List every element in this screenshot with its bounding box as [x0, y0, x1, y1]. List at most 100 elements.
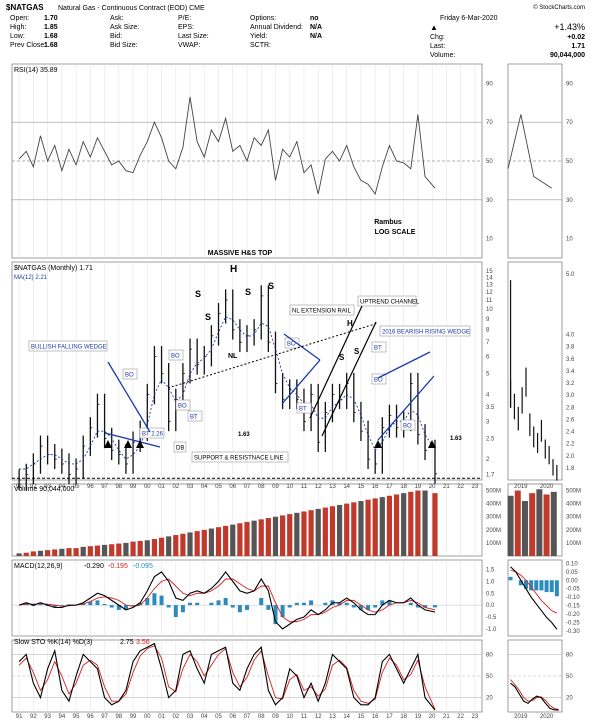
wedge-trendline	[377, 375, 435, 441]
macd-histogram-bar	[166, 605, 171, 608]
macd-histogram-bar	[180, 605, 185, 613]
side-sto-d-line	[510, 679, 559, 710]
last-value: 1.71	[571, 43, 585, 50]
x-tick-label: 06	[229, 714, 236, 720]
up-arrow-icon	[428, 440, 436, 448]
macd-histogram-bar	[159, 595, 164, 606]
up-arrow-icon	[104, 440, 112, 448]
macd-histogram-bar	[387, 600, 392, 606]
macd-histogram-bar	[209, 602, 214, 606]
volume-bar	[173, 535, 179, 556]
x-tick-label: 94	[59, 714, 66, 720]
sto-title: Slow STO %K(14) %D(3) 2.75 3.56	[14, 639, 150, 646]
price-y-tick: 12	[486, 290, 493, 296]
side-price-y-tick: 3.0	[566, 393, 575, 399]
falling-wedge-label: BULLISH FALLING WEDGE	[31, 345, 107, 351]
panel-frames: 9191929293939494959596969797989899990000…	[11, 63, 563, 720]
x-tick-label: 17	[386, 714, 393, 720]
rising-wedge-label-box	[379, 325, 471, 337]
volume-bar	[351, 502, 357, 556]
volume-bar	[401, 493, 407, 556]
quote-value: N/A	[310, 33, 322, 40]
side-macd-y-tick: -0.30	[566, 629, 580, 635]
x-tick-label: 21	[443, 484, 450, 490]
volume-y-tick: 100M	[486, 541, 501, 547]
x-tick-label: 18	[400, 714, 407, 720]
x-tick-label: 17	[386, 484, 393, 490]
x-tick-label: 08	[258, 714, 265, 720]
side-volume-bar	[536, 489, 543, 556]
uptrend-channel-label: UPTREND CHANNEL	[360, 300, 420, 306]
macd-histogram-bar	[109, 605, 114, 608]
db-label-box	[173, 441, 187, 453]
x-tick-label: 04	[201, 714, 208, 720]
volume-bar	[408, 491, 414, 556]
plot-layer: 10 10 30 30 50 50 70 70 90 90 1.7 2 2.5 3 3.5 4 5 6 7 8 9 10 1…	[12, 81, 581, 711]
volume-bar	[386, 495, 393, 556]
side-rsi-y-tick: 70	[566, 120, 573, 126]
x-tick-label: 96	[87, 714, 94, 720]
sto-y-tick: 80	[486, 652, 493, 658]
volume-bar	[130, 541, 136, 556]
macd-histogram-bar	[373, 605, 378, 608]
bo-label-box	[122, 368, 138, 380]
side-price-y-tick: 4.0	[566, 333, 575, 339]
macd-histogram-bar	[24, 603, 29, 606]
side-panel-price	[507, 261, 563, 481]
volume-bar	[329, 506, 336, 556]
volume-bar	[45, 550, 51, 556]
x-tick-label: 00	[144, 484, 151, 490]
volume-bar	[80, 546, 86, 556]
macd-histogram-bar	[216, 600, 221, 606]
rsi-y-tick: 70	[486, 120, 493, 126]
price-y-tick: 3.5	[486, 405, 495, 411]
side-volume-y-tick: 100M	[566, 541, 581, 547]
volume-label: Volume:	[430, 52, 455, 59]
volume-bar	[272, 516, 279, 556]
macd-histogram-bar	[95, 600, 100, 606]
quote-col-3: P/E: EPS: Last Size: VWAP:	[178, 15, 209, 49]
copyright: © StockCharts.com	[533, 4, 585, 11]
rising-wedge-label: 2016 BEARISH RISING WEDGE	[382, 330, 470, 336]
x-tick-label: 98	[115, 714, 122, 720]
quote-value: 1.70	[44, 15, 58, 22]
macd-histogram-bar	[358, 605, 363, 610]
side-macd-histogram-bar	[554, 580, 559, 597]
macd-y-tick: -1.0	[486, 627, 497, 633]
side-macd-y-tick: 0.10	[566, 561, 578, 567]
side-price-y-tick: 2.0	[566, 454, 575, 460]
x-tick-label: 05	[215, 484, 222, 490]
volume-bar	[180, 533, 186, 556]
side-rsi-line	[507, 114, 552, 189]
side-volume-y-tick: 300M	[566, 515, 581, 521]
price-annotation: S	[354, 347, 360, 356]
side-macd-signal-line	[510, 569, 558, 614]
quote-value: 1.85	[44, 24, 58, 31]
volume-y-tick: 200M	[486, 528, 501, 534]
bt-226-label: BT 2.26	[142, 432, 164, 438]
macd-histogram-bar	[38, 604, 43, 606]
macd-histogram-bar	[259, 598, 264, 606]
macd-histogram-bar	[52, 605, 57, 608]
side-macd-histogram-bar	[549, 580, 554, 593]
volume-bar	[201, 529, 207, 556]
side-volume-bar	[529, 493, 536, 556]
macd-title-label: MACD(12,26,9)	[14, 563, 63, 570]
chart-header: $NATGAS Natural Gas - Continuous Contrac…	[6, 3, 585, 59]
price-y-tick: 10	[486, 307, 493, 313]
side-price-y-tick: 3.2	[566, 381, 575, 387]
macd-title: MACD(12,26,9) -0.290 -0.195 -0.095	[14, 563, 153, 570]
x-tick-label: 23	[472, 484, 479, 490]
volume-y-tick: 400M	[486, 502, 501, 508]
volume-bar	[393, 494, 400, 556]
macd-histogram-bar	[237, 605, 242, 613]
x-tick-label: 99	[130, 484, 137, 490]
price-title: $NATGAS (Monthly) 1.71	[14, 265, 93, 272]
x-tick-label: 97	[101, 484, 108, 490]
x-tick-label: 09	[272, 484, 279, 490]
macd-histogram-bar	[309, 600, 314, 606]
volume-bar	[230, 524, 236, 556]
bo-label-box	[284, 337, 300, 349]
